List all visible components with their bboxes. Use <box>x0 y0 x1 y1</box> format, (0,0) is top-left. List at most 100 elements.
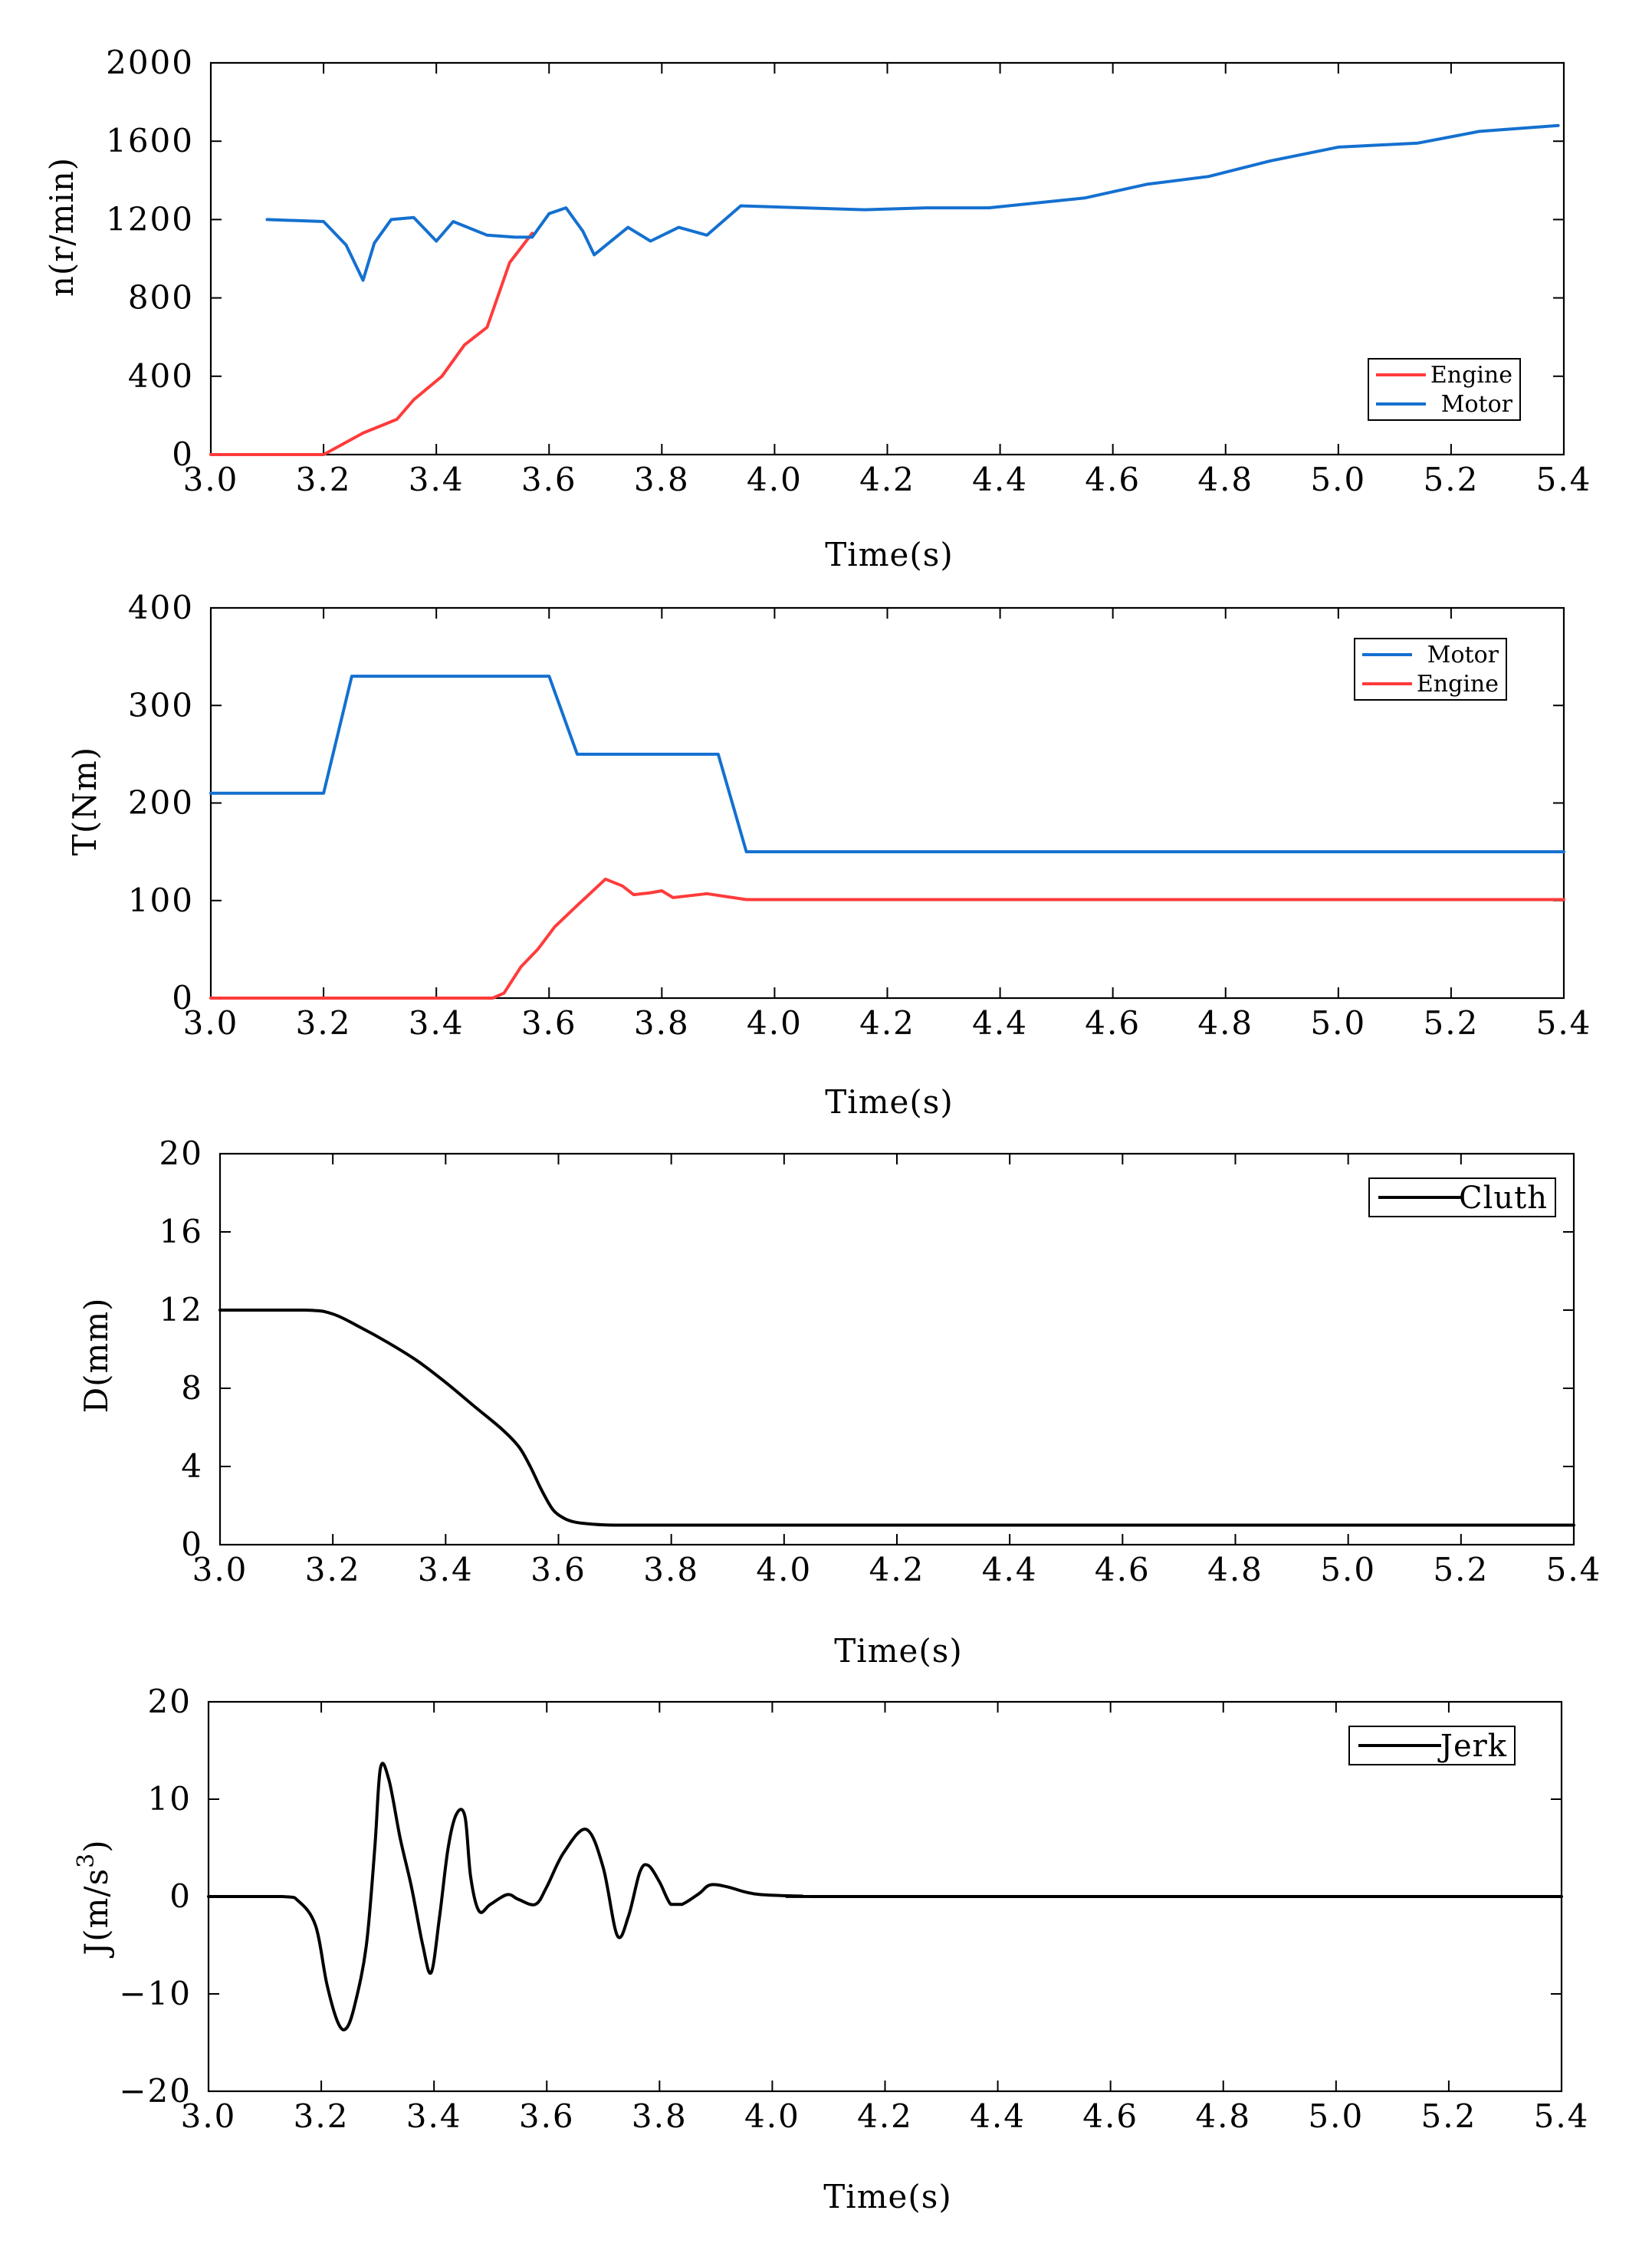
speed-chart-y-tick-label: 400 <box>128 357 194 395</box>
torque-chart-x-tick-label: 4.0 <box>747 1004 803 1042</box>
speed-chart-y-tick-label: 1600 <box>106 122 194 159</box>
torque-chart-y-tick-label: 300 <box>128 686 194 724</box>
torque-chart-series-motor <box>209 675 1565 854</box>
clutch-chart-legend-label: Cluth <box>1459 1181 1548 1216</box>
clutch-chart-series-cluth <box>218 1308 1575 1527</box>
torque-chart-y-tick-label: 100 <box>128 882 194 919</box>
torque-chart-x-tick-label: 5.4 <box>1536 1004 1592 1042</box>
jerk-chart-x-tick-label: 3.8 <box>632 2097 688 2135</box>
clutch-chart-x-tick-label: 3.8 <box>643 1551 699 1588</box>
speed-chart-legend <box>1368 358 1521 421</box>
clutch-chart-x-tick-label: 3.2 <box>305 1551 361 1588</box>
torque-chart-ylabel: T(Nm) <box>66 747 103 856</box>
jerk-chart-xlabel: Time(s) <box>823 2178 951 2215</box>
torque-chart-y-tick-label: 200 <box>128 784 194 822</box>
torque-chart: T(Nm) Time(s) 3.0 3.2 3.4 3.6 3.8 4.0 4.2 4.4 4.… <box>66 589 1592 1121</box>
torque-chart-x-tick-label: 3.8 <box>634 1004 690 1042</box>
jerk-chart-x-tick-label: 4.8 <box>1195 2097 1251 2135</box>
jerk-chart-x-tick-label: 5.0 <box>1308 2097 1364 2135</box>
jerk-chart-x-tick-label: 3.2 <box>294 2097 350 2135</box>
clutch-chart-y-tick-label: 4 <box>181 1447 203 1485</box>
speed-chart-y-tick-label: 800 <box>128 279 194 317</box>
jerk-chart-x-tick-label: 4.0 <box>744 2097 800 2135</box>
speed-chart-legend-label: Motor <box>1441 391 1513 418</box>
jerk-chart-x-tick-label: 3.0 <box>181 2097 237 2135</box>
torque-chart-x-tick-label: 4.8 <box>1197 1004 1253 1042</box>
jerk-chart-x-tick-label: 5.2 <box>1421 2097 1477 2135</box>
jerk-chart-y-tick-label: 20 <box>148 1683 192 1720</box>
clutch-chart-x-tick-label: 3.4 <box>418 1551 474 1588</box>
torque-chart-x-tick-label: 4.2 <box>859 1004 915 1042</box>
speed-chart-x-tick-label: 4.2 <box>859 461 915 498</box>
speed-chart-x-tick-label: 4.4 <box>972 461 1028 498</box>
speed-chart-x-tick-label: 4.0 <box>747 461 803 498</box>
speed-chart-series-engine <box>209 232 534 456</box>
speed-chart-x-tick-label: 3.6 <box>521 461 577 498</box>
speed-chart: n(r/min) Time(s) 3.0 3.2 3.4 3.6 3.8 4.0 4.2 4.… <box>43 44 1592 573</box>
torque-chart-legend-label: Engine <box>1417 671 1499 698</box>
clutch-chart-x-tick-label: 4.4 <box>982 1551 1038 1588</box>
jerk-chart: J(m/s3) Time(s) 3.0 3.2 3.4 3.6 3.8 4.0 4.2 4.4… <box>73 1683 1590 2215</box>
torque-chart-legend-label: Motor <box>1427 642 1499 668</box>
torque-chart-y-tick-label: 400 <box>128 589 194 626</box>
torque-chart-series-engine <box>209 877 1565 1000</box>
jerk-chart-x-tick-label: 3.6 <box>519 2097 575 2135</box>
speed-chart-y-tick-label: 2000 <box>106 44 194 81</box>
torque-chart-x-tick-label: 3.0 <box>183 1004 239 1042</box>
torque-chart-x-tick-label: 3.2 <box>296 1004 352 1042</box>
speed-chart-x-tick-label: 3.8 <box>634 461 690 498</box>
speed-chart-x-tick-label: 3.2 <box>296 461 352 498</box>
speed-chart-legend-label: Engine <box>1430 362 1512 389</box>
speed-chart-x-tick-label: 3.0 <box>183 461 239 498</box>
clutch-chart-x-tick-label: 3.0 <box>192 1551 248 1588</box>
speed-chart-y-tick-label: 1200 <box>106 200 194 238</box>
clutch-chart-x-tick-label: 5.0 <box>1320 1551 1376 1588</box>
jerk-chart-y-tick-label: −20 <box>119 2072 192 2110</box>
jerk-chart-x-tick-label: 5.4 <box>1534 2097 1590 2135</box>
speed-chart-plot-frame <box>209 61 1565 456</box>
speed-chart-xlabel: Time(s) <box>825 536 953 573</box>
torque-chart-x-tick-label: 3.6 <box>521 1004 577 1042</box>
clutch-chart-x-tick-label: 4.2 <box>869 1551 925 1588</box>
clutch-chart-y-tick-label: 0 <box>181 1526 203 1563</box>
speed-chart-x-tick-label: 5.0 <box>1310 461 1366 498</box>
torque-chart-x-tick-label: 4.6 <box>1085 1004 1141 1042</box>
speed-chart-x-tick-label: 4.6 <box>1085 461 1141 498</box>
torque-chart-x-tick-label: 4.4 <box>972 1004 1028 1042</box>
jerk-chart-series-jerk <box>207 1762 1563 2031</box>
clutch-chart-x-tick-label: 5.2 <box>1433 1551 1489 1588</box>
speed-chart-x-tick-label: 3.4 <box>409 461 465 498</box>
torque-chart-legend <box>1354 638 1507 701</box>
speed-chart-ylabel: n(r/min) <box>43 157 80 297</box>
speed-chart-y-tick-label: 0 <box>172 435 194 473</box>
jerk-chart-y-tick-label: 0 <box>169 1877 192 1915</box>
clutch-chart-y-tick-label: 8 <box>181 1369 203 1407</box>
speed-chart-x-tick-label: 4.8 <box>1197 461 1253 498</box>
torque-chart-xlabel: Time(s) <box>825 1083 953 1121</box>
torque-chart-x-tick-label: 5.0 <box>1310 1004 1366 1042</box>
clutch-chart-ylabel: D(mm) <box>77 1297 115 1413</box>
jerk-chart-x-tick-label: 3.4 <box>406 2097 462 2135</box>
speed-chart-series-motor <box>265 123 1560 282</box>
jerk-chart-ylabel: J(m/s3) <box>73 1839 115 1958</box>
speed-chart-x-tick-label: 5.4 <box>1536 461 1592 498</box>
clutch-chart-x-tick-label: 5.4 <box>1546 1551 1602 1588</box>
clutch-chart-y-tick-label: 20 <box>159 1135 203 1172</box>
clutch-chart-x-tick-label: 4.0 <box>756 1551 812 1588</box>
speed-chart-x-tick-label: 5.2 <box>1424 461 1480 498</box>
torque-chart-x-tick-label: 3.4 <box>409 1004 465 1042</box>
clutch-chart-y-tick-label: 16 <box>159 1213 203 1250</box>
jerk-chart-y-tick-label: −10 <box>119 1975 192 2012</box>
torque-chart-x-tick-label: 5.2 <box>1424 1004 1480 1042</box>
clutch-chart: D(mm) Time(s) 3.0 3.2 3.4 3.6 3.8 4.0 4.2 4.4 4.… <box>77 1135 1602 1670</box>
jerk-chart-x-tick-label: 4.6 <box>1082 2097 1138 2135</box>
clutch-chart-x-tick-label: 3.6 <box>530 1551 586 1588</box>
clutch-chart-x-tick-label: 4.8 <box>1207 1551 1263 1588</box>
jerk-chart-y-tick-label: 10 <box>148 1780 192 1818</box>
jerk-chart-x-tick-label: 4.4 <box>970 2097 1026 2135</box>
clutch-chart-y-tick-label: 12 <box>159 1291 203 1328</box>
clutch-chart-xlabel: Time(s) <box>834 1632 962 1670</box>
jerk-chart-legend-label: Jerk <box>1437 1729 1507 1764</box>
clutch-chart-x-tick-label: 4.6 <box>1095 1551 1151 1588</box>
